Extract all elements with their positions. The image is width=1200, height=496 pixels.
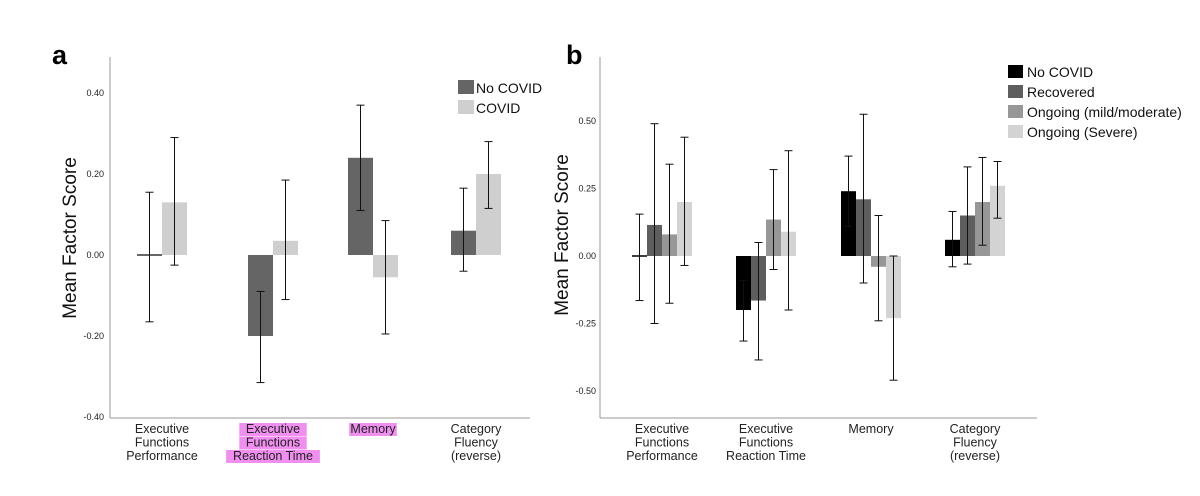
category-label: Memory bbox=[350, 422, 396, 436]
y-tick-label: 0.25 bbox=[578, 184, 596, 194]
category-label: Functions bbox=[246, 436, 300, 450]
category-label: Functions bbox=[635, 436, 689, 450]
panel-label: a bbox=[52, 40, 68, 70]
legend-label: COVID bbox=[476, 100, 520, 116]
y-tick-label: 0.20 bbox=[86, 169, 104, 179]
category-label: Executive bbox=[635, 422, 689, 436]
legend-swatch bbox=[458, 80, 474, 94]
legend-label: No COVID bbox=[1027, 64, 1093, 80]
category-highlight bbox=[349, 423, 397, 436]
panel-label: b bbox=[566, 40, 583, 70]
category-highlight bbox=[239, 436, 307, 450]
legend-swatch bbox=[458, 100, 474, 114]
category-label: Fluency bbox=[454, 436, 499, 450]
category-label: Executive bbox=[135, 422, 189, 436]
legend-swatch bbox=[1008, 105, 1023, 118]
category-label: Performance bbox=[126, 449, 198, 463]
bar bbox=[990, 185, 1005, 256]
category-label: Functions bbox=[739, 436, 793, 450]
category-label: Category bbox=[451, 422, 502, 436]
category-label: Memory bbox=[848, 422, 894, 436]
y-axis-label: Mean Factor Score bbox=[552, 154, 573, 316]
y-tick-label: -0.50 bbox=[575, 386, 596, 396]
category-label: Executive bbox=[739, 422, 793, 436]
category-label: Reaction Time bbox=[726, 449, 806, 463]
y-axis-label: Mean Factor Score bbox=[60, 157, 81, 319]
legend-label: Ongoing (mild/moderate) bbox=[1027, 104, 1182, 120]
legend-swatch bbox=[1008, 125, 1023, 138]
legend-swatch bbox=[1008, 65, 1023, 78]
category-label: Category bbox=[950, 422, 1001, 436]
legend-swatch bbox=[1008, 85, 1023, 98]
category-label: Reaction Time bbox=[233, 449, 313, 463]
y-tick-label: -0.40 bbox=[83, 412, 104, 422]
legend-label: Ongoing (Severe) bbox=[1027, 124, 1138, 140]
category-label: (reverse) bbox=[950, 449, 1000, 463]
category-label: Executive bbox=[246, 422, 300, 436]
category-label: Performance bbox=[626, 449, 698, 463]
legend-label: Recovered bbox=[1027, 84, 1095, 100]
category-label: Functions bbox=[135, 436, 189, 450]
legend-label: No COVID bbox=[476, 80, 542, 96]
category-label: (reverse) bbox=[451, 449, 501, 463]
y-tick-label: 0.00 bbox=[578, 251, 596, 261]
y-tick-label: 0.50 bbox=[578, 116, 596, 126]
category-highlight bbox=[226, 450, 320, 463]
y-tick-label: 0.40 bbox=[86, 88, 104, 98]
category-highlight bbox=[239, 423, 307, 436]
y-tick-label: 0.00 bbox=[86, 250, 104, 260]
category-label: Fluency bbox=[953, 436, 998, 450]
y-tick-label: -0.20 bbox=[83, 331, 104, 341]
y-tick-label: -0.25 bbox=[575, 319, 596, 329]
